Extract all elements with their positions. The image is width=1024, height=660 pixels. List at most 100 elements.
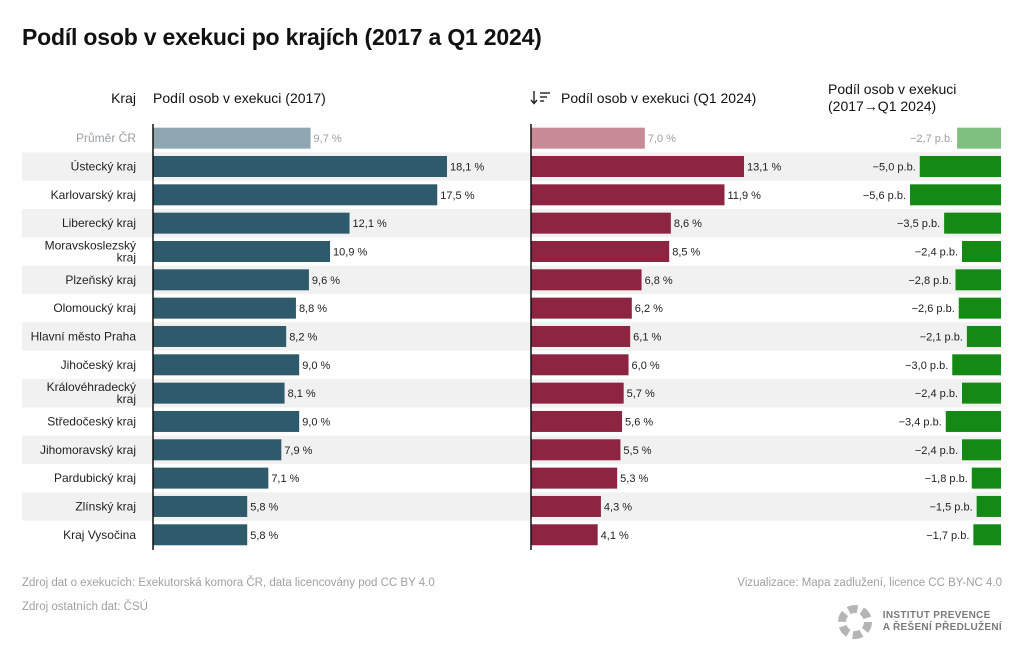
- value-label-change: −2,4 p.b.: [915, 246, 958, 258]
- chart-title: Podíl osob v exekuci po krajích (2017 a …: [22, 24, 542, 50]
- bar-2024: [531, 269, 642, 291]
- bar-2024: [531, 382, 624, 404]
- footer-credit: Vizualizace: Mapa zadlužení, licence CC …: [737, 577, 1002, 589]
- value-label-2024: 4,1 %: [601, 530, 629, 542]
- bar-2017: [153, 354, 300, 376]
- value-label-2024: 5,7 %: [627, 388, 655, 400]
- bar-2017: [153, 184, 438, 206]
- bar-change: [952, 354, 1001, 376]
- bar-2017: [153, 155, 447, 177]
- bar-change: [962, 240, 1001, 262]
- sort-descending-icon[interactable]: [530, 91, 550, 105]
- bar-change: [945, 410, 1001, 432]
- bar-2024: [531, 325, 631, 347]
- bar-2017: [153, 495, 248, 517]
- value-label-change: −2,1 p.b.: [920, 331, 963, 343]
- value-label-2017: 9,0 %: [302, 360, 330, 372]
- value-label-2017: 7,9 %: [284, 445, 312, 457]
- row-label: Hlavní město Praha: [31, 329, 137, 343]
- value-label-2017: 8,1 %: [288, 388, 316, 400]
- bar-2024: [531, 410, 623, 432]
- footer-source-executions: Zdroj dat o exekucích: Exekutorská komor…: [22, 577, 435, 589]
- value-label-2024: 5,6 %: [625, 416, 653, 428]
- value-label-change: −2,8 p.b.: [908, 275, 951, 287]
- value-label-change: −3,5 p.b.: [897, 218, 940, 230]
- bar-2017: [153, 127, 311, 149]
- bar-2024: [531, 184, 725, 206]
- bar-2017: [153, 382, 285, 404]
- value-label-2017: 9,7 %: [314, 133, 342, 145]
- value-label-change: −1,5 p.b.: [930, 501, 973, 513]
- bar-2024: [531, 155, 744, 177]
- value-label-2017: 18,1 %: [450, 161, 484, 173]
- row-label: Zlínský kraj: [75, 499, 136, 513]
- value-label-change: −3,4 p.b.: [899, 416, 942, 428]
- bar-2017: [153, 439, 282, 461]
- value-label-2017: 9,6 %: [312, 275, 340, 287]
- bar-change: [973, 524, 1001, 546]
- value-label-2024: 6,8 %: [645, 275, 673, 287]
- bar-2017: [153, 410, 300, 432]
- value-label-2024: 11,9 %: [727, 190, 761, 202]
- row-label: Liberecký kraj: [62, 216, 136, 230]
- bar-2024: [531, 240, 670, 262]
- header-2024: Podíl osob v exekuci (Q1 2024): [561, 90, 756, 106]
- bar-2024: [531, 354, 629, 376]
- logo-line1: INSTITUT PREVENCE: [882, 610, 991, 621]
- value-label-2024: 6,1 %: [633, 331, 661, 343]
- bar-2024: [531, 212, 671, 234]
- value-label-change: −2,6 p.b.: [912, 303, 955, 315]
- header-change-line2: (2017→Q1 2024): [828, 98, 936, 114]
- value-label-2017: 7,1 %: [271, 473, 299, 485]
- institute-logo: INSTITUT PREVENCE A ŘEŠENÍ PŘEDLUŽENÍ: [837, 604, 1002, 640]
- value-label-2017: 12,1 %: [353, 218, 387, 230]
- bar-change: [962, 439, 1001, 461]
- value-label-2017: 17,5 %: [440, 190, 474, 202]
- row-label: Jihomoravský kraj: [40, 443, 136, 457]
- bar-change: [957, 127, 1001, 149]
- row-label: Jihočeský kraj: [61, 358, 136, 372]
- value-label-2017: 8,8 %: [299, 303, 327, 315]
- bar-2017: [153, 467, 269, 489]
- value-label-2024: 7,0 %: [648, 133, 676, 145]
- row-label: Středočeský kraj: [47, 414, 136, 428]
- bar-change: [955, 269, 1001, 291]
- bar-change: [966, 325, 1001, 347]
- row-label: Pardubický kraj: [54, 471, 136, 485]
- bar-2017: [153, 240, 331, 262]
- bar-2024: [531, 495, 601, 517]
- value-label-change: −2,7 p.b.: [910, 133, 953, 145]
- bar-change: [919, 155, 1001, 177]
- value-label-2024: 4,3 %: [604, 501, 632, 513]
- bar-2017: [153, 269, 309, 291]
- value-label-change: −5,0 p.b.: [873, 161, 916, 173]
- bar-2024: [531, 524, 598, 546]
- value-label-change: −1,8 p.b.: [925, 473, 968, 485]
- value-label-change: −1,7 p.b.: [926, 530, 969, 542]
- header-2017: Podíl osob v exekuci (2017): [153, 90, 326, 106]
- bar-2024: [531, 467, 618, 489]
- bar-change: [910, 184, 1001, 206]
- value-label-2017: 5,8 %: [250, 501, 278, 513]
- bar-change: [958, 297, 1001, 319]
- header-change-line1: Podíl osob v exekuci: [828, 81, 956, 97]
- row-label: Moravskoslezský kraj: [45, 238, 136, 264]
- value-label-2017: 9,0 %: [302, 416, 330, 428]
- value-label-2024: 6,2 %: [635, 303, 663, 315]
- bar-2024: [531, 297, 632, 319]
- bar-change: [976, 495, 1001, 517]
- bar-2024: [531, 439, 621, 461]
- value-label-2017: 5,8 %: [250, 530, 278, 542]
- value-label-change: −5,6 p.b.: [863, 190, 906, 202]
- bar-change: [971, 467, 1001, 489]
- bar-2017: [153, 212, 350, 234]
- bar-2024: [531, 127, 645, 149]
- row-label: Průměr ČR: [76, 130, 136, 145]
- value-label-2024: 5,5 %: [623, 445, 651, 457]
- value-label-2024: 6,0 %: [632, 360, 660, 372]
- value-label-change: −3,0 p.b.: [905, 360, 948, 372]
- value-label-change: −2,4 p.b.: [915, 445, 958, 457]
- row-label: Plzeňský kraj: [65, 273, 136, 287]
- row-label: Ústecký kraj: [71, 158, 136, 173]
